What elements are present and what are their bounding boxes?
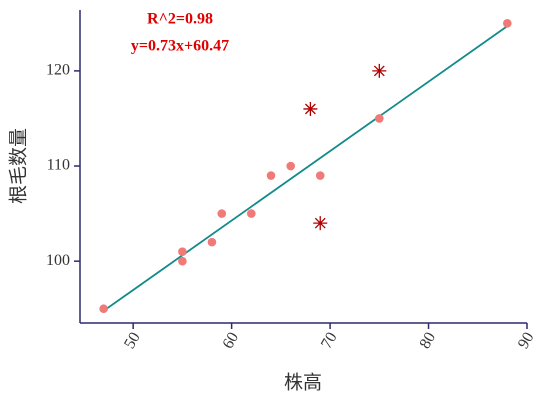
- data-point: [178, 247, 187, 256]
- equation-annotation: y=0.73x+60.47: [131, 38, 229, 55]
- data-point: [99, 304, 108, 314]
- data-point: [207, 237, 217, 247]
- y-tick-label: 100: [46, 252, 70, 269]
- y-axis-title: 根毛数量: [7, 128, 29, 204]
- y-tick-label: 110: [47, 157, 70, 174]
- y-tick-label: 120: [46, 62, 70, 79]
- data-point: [503, 19, 512, 28]
- data-point: [286, 161, 296, 171]
- x-tick-label: 80: [416, 329, 439, 351]
- outlier-point: [313, 216, 328, 231]
- data-point: [217, 209, 227, 218]
- data-point: [375, 114, 384, 123]
- x-tick-label: 50: [121, 329, 144, 351]
- data-point: [247, 209, 256, 218]
- data-point: [266, 171, 276, 180]
- regression-line: [103, 25, 508, 312]
- data-point: [178, 256, 187, 266]
- data-point: [315, 171, 325, 180]
- x-axis-title: 株高: [284, 371, 322, 393]
- x-tick-label: 90: [515, 329, 537, 351]
- r2-annotation: R^2=0.98: [147, 11, 213, 28]
- x-tick-label: 70: [318, 329, 341, 351]
- outlier-point: [372, 63, 387, 78]
- x-tick-label: 60: [220, 329, 243, 351]
- outlier-point: [303, 101, 318, 116]
